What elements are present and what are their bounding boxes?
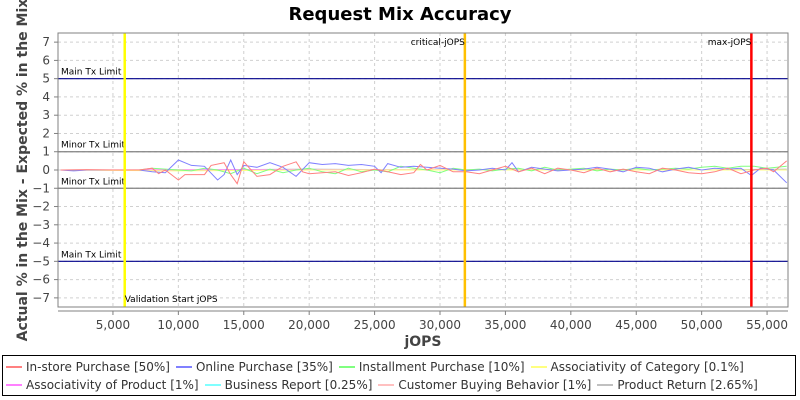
legend-swatch-icon [175,366,192,368]
legend-swatch-icon [204,384,221,386]
x-tick-label: 10,000 [157,318,199,332]
legend-item: Associativity of Category [0.1%] [530,360,744,374]
chart-legend: In-store Purchase [50%] Online Purchase [… [2,355,796,396]
jops-marker-label: max-jOPS [708,38,752,48]
legend-item: Product Return [2.65%] [597,378,758,392]
jops-marker-label: critical-jOPS [411,38,465,48]
legend-swatch-icon [6,384,22,386]
legend-label: Business Report [0.25%] [224,378,373,392]
x-axis: 5,000 10,000 15,000 20,000 25,000 30,000 35,00… [58,310,788,332]
legend-label: Online Purchase [35%] [195,360,333,374]
limit-label: Main Tx Limit [61,250,122,260]
x-tick-label: 5,000 [96,318,130,332]
legend-row-1: In-store Purchase [50%] Online Purchase [… [6,358,750,376]
y-axis-label: Actual % in the Mix - Expected % in the … [15,0,31,341]
x-tick-label: 25,000 [354,318,396,332]
legend-item: Online Purchase [35%] [175,360,333,374]
legend-label: In-store Purchase [50%] [26,360,170,374]
x-tick-label: 50,000 [681,318,723,332]
y-tick-label: −2 [32,200,50,214]
legend-swatch-icon [6,366,22,368]
series-line [60,160,788,185]
y-axis: 7 6 5 4 3 2 1 0 −1 −2 −3 −4 −5 −6 −7 [32,35,58,305]
y-tick-label: 6 [42,53,50,67]
legend-label: Associativity of Product [1%] [26,378,199,392]
y-tick-label: −5 [32,254,50,268]
legend-swatch-icon [530,366,547,368]
x-tick-label: 45,000 [615,318,657,332]
limit-label: Minor Tx Limit [61,141,126,151]
legend-label: Installment Purchase [10%] [358,360,525,374]
y-tick-label: 0 [42,163,50,177]
data-series [60,158,788,185]
y-tick-label: 2 [42,126,50,140]
legend-item: Installment Purchase [10%] [338,360,525,374]
legend-item: Customer Buying Behavior [1%] [378,378,591,392]
x-tick-label: 55,000 [746,318,788,332]
horizontal-limit-markers: Main Tx Limit Minor Tx Limit Minor Tx Limi… [58,68,788,262]
x-tick-label: 40,000 [550,318,592,332]
vertical-jops-markers: Validation Start jOPS critical-jOPS max-jO… [123,33,753,307]
x-axis-label: jOPS [403,334,441,350]
y-tick-label: 1 [42,145,50,159]
legend-label: Product Return [2.65%] [617,378,758,392]
jops-marker-label: Validation Start jOPS [125,295,218,305]
y-tick-label: 3 [42,108,50,122]
y-tick-label: −7 [32,291,50,305]
legend-row-2: Associativity of Product [1%] Business Re… [6,376,764,394]
legend-swatch-icon [338,366,355,368]
limit-label: Minor Tx Limit [61,177,126,187]
y-tick-label: 5 [42,72,50,86]
legend-label: Customer Buying Behavior [1%] [398,378,592,392]
x-tick-label: 35,000 [484,318,526,332]
chart-title: Request Mix Accuracy [288,4,511,25]
limit-label: Main Tx Limit [61,68,122,78]
y-tick-label: −3 [32,218,50,232]
legend-item: Business Report [0.25%] [204,378,373,392]
legend-swatch-icon [378,384,395,386]
x-tick-label: 15,000 [223,318,265,332]
legend-swatch-icon [597,384,614,386]
legend-item: In-store Purchase [50%] [6,360,170,374]
y-tick-label: 4 [42,90,50,104]
y-tick-label: −4 [32,236,50,250]
legend-label: Associativity of Category [0.1%] [550,360,744,374]
x-tick-label: 30,000 [419,318,461,332]
y-tick-label: −6 [32,273,50,287]
x-tick-label: 20,000 [288,318,330,332]
y-tick-label: −1 [32,181,50,195]
y-tick-label: 7 [42,35,50,49]
series-line [60,165,787,175]
legend-item: Associativity of Product [1%] [6,378,199,392]
